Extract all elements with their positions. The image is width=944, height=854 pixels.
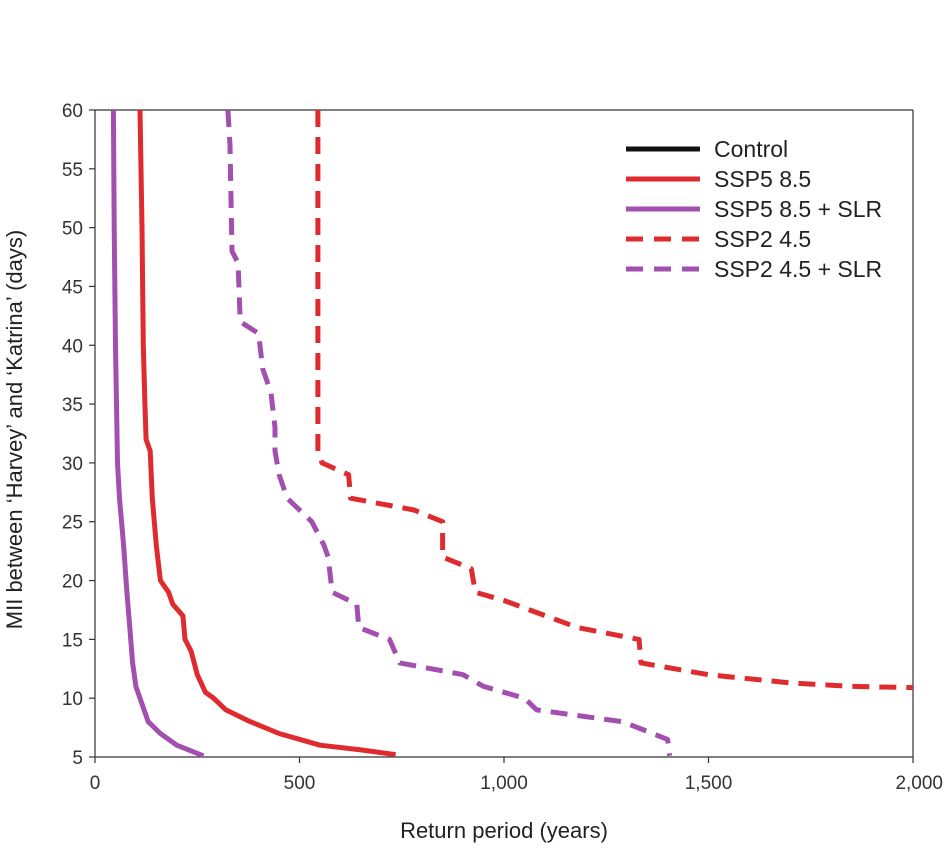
y-tick-label: 45 bbox=[62, 277, 83, 298]
legend-label: SSP2 4.5 + SLR bbox=[714, 256, 882, 282]
x-tick-label: 1,500 bbox=[685, 773, 733, 794]
x-ticks: 0 500 1,000 1,500 2,000 bbox=[90, 757, 943, 794]
legend: Control SSP5 8.5 SSP5 8.5 + SLR SSP2 4.5 SSP… bbox=[626, 136, 882, 282]
y-tick-label: 25 bbox=[62, 513, 83, 534]
legend-label: SSP5 8.5 bbox=[714, 166, 811, 192]
series-line-ssp2-4-5-slr bbox=[225, 109, 673, 757]
y-tick-label: 20 bbox=[62, 572, 83, 593]
series-layer bbox=[110, 109, 914, 759]
y-tick-label: 30 bbox=[62, 454, 83, 475]
y-tick-label: 40 bbox=[62, 336, 83, 357]
y-tick-label: 55 bbox=[62, 160, 83, 181]
legend-label: SSP5 8.5 + SLR bbox=[714, 196, 882, 222]
series-line-ssp5-8-5-slr bbox=[110, 109, 205, 759]
y-tick-label: 35 bbox=[62, 395, 83, 416]
y-tick-label: 60 bbox=[62, 101, 83, 122]
x-tick-label: 2,000 bbox=[895, 773, 943, 794]
plot-area: 5 10 15 20 25 30 35 40 45 50 55 60 0 500 1,000 1,500 2,… bbox=[62, 101, 943, 794]
x-tick-label: 500 bbox=[284, 773, 316, 794]
y-tick-label: 5 bbox=[72, 748, 83, 769]
y-tick-label: 10 bbox=[62, 689, 83, 710]
x-tick-label: 0 bbox=[90, 773, 101, 794]
x-tick-label: 1,000 bbox=[480, 773, 528, 794]
legend-label: SSP2 4.5 bbox=[714, 226, 811, 252]
y-tick-label: 50 bbox=[62, 219, 83, 240]
y-axis-title: MII between ‘Harvey’ and ‘Katrina’ (days… bbox=[2, 230, 27, 629]
series-line-ssp2-4-5 bbox=[315, 110, 914, 691]
legend-label: Control bbox=[714, 136, 788, 162]
y-ticks: 5 10 15 20 25 30 35 40 45 50 55 60 bbox=[62, 101, 95, 769]
x-axis-title: Return period (years) bbox=[400, 818, 608, 843]
series-line-ssp5-8-5 bbox=[137, 109, 396, 758]
y-tick-label: 15 bbox=[62, 630, 83, 651]
